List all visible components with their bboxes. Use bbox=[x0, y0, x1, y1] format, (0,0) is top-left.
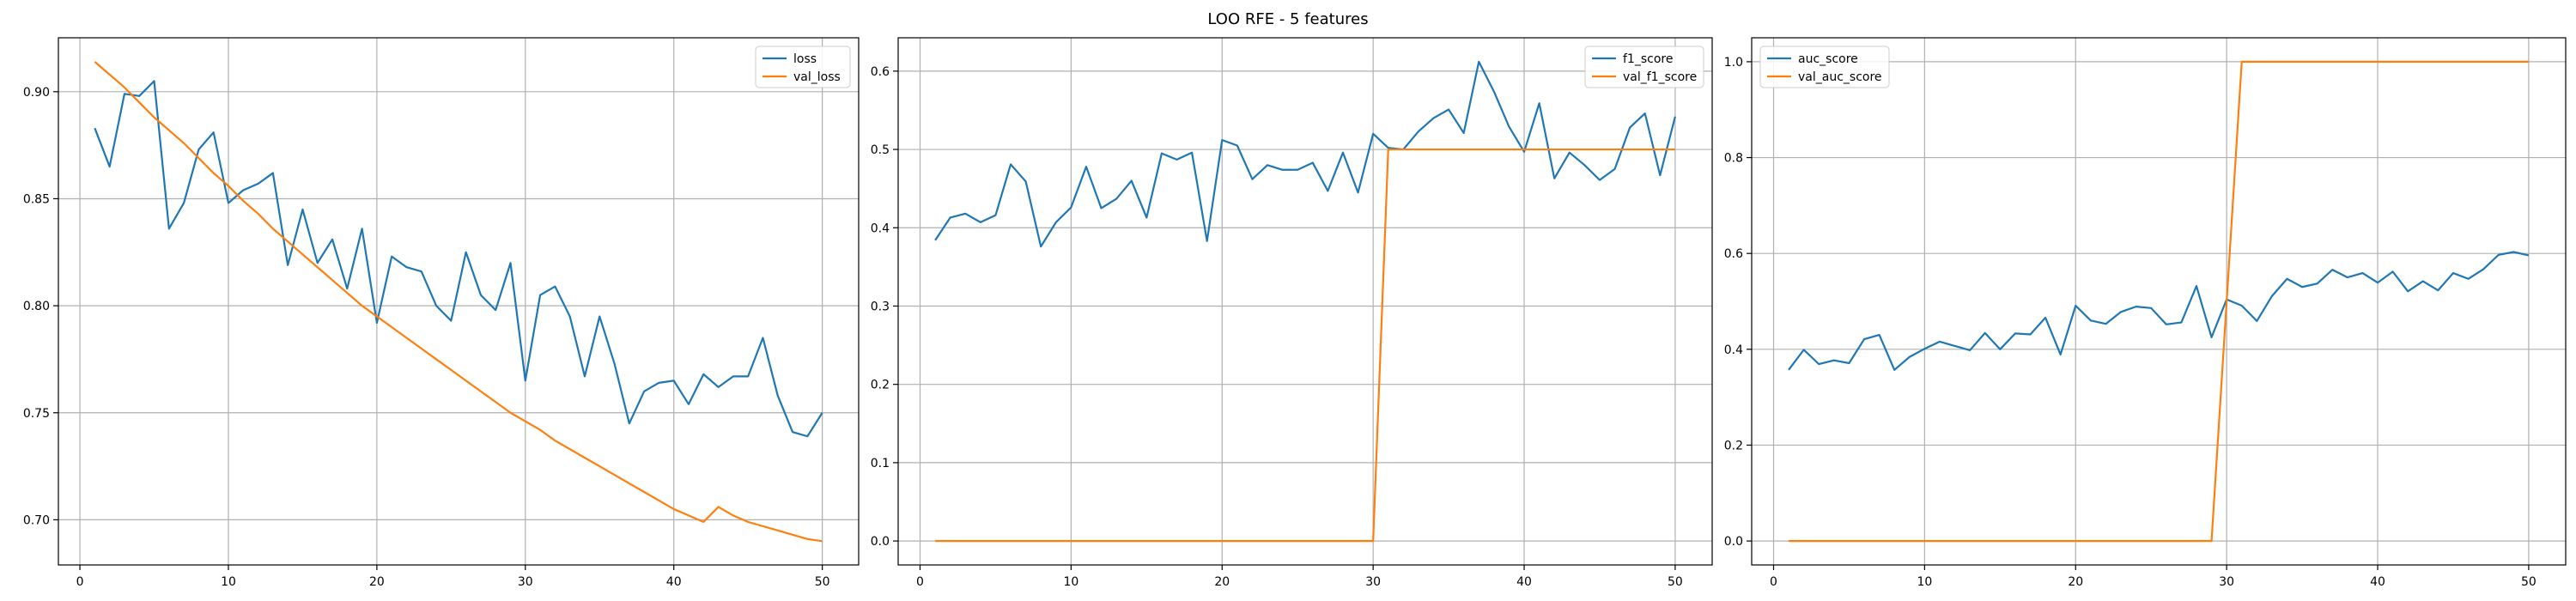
legend: loss val_loss bbox=[755, 46, 851, 88]
x-tick-label: 20 bbox=[2068, 575, 2083, 589]
x-tick-label: 40 bbox=[2370, 575, 2385, 589]
y-tick-label: 0.4 bbox=[871, 222, 890, 235]
series-line-loss bbox=[94, 80, 823, 438]
x-tick-label: 20 bbox=[369, 575, 385, 589]
y-tick-label: 1.0 bbox=[1724, 56, 1743, 70]
x-tick-label: 20 bbox=[1214, 575, 1230, 589]
y-tick-label: 0.4 bbox=[1724, 343, 1743, 357]
y-tick-label: 0.75 bbox=[23, 407, 50, 421]
legend-label: auc_score bbox=[1798, 52, 1858, 66]
x-tick-label: 0 bbox=[76, 575, 84, 589]
chart-2: 0 10 20 30 40 50 0.0 0.1 0.2 0.3 0.4 0.5 0.6 f1_score… bbox=[871, 37, 1713, 589]
legend-label: loss bbox=[793, 52, 817, 66]
legend-label: val_loss bbox=[793, 70, 841, 84]
x-tick-label: 10 bbox=[1917, 575, 1932, 589]
series-line-auc-score bbox=[1788, 251, 2530, 371]
legend-box bbox=[1759, 46, 1890, 88]
y-tick-label: 0.2 bbox=[871, 379, 890, 392]
y-tick-label: 0.2 bbox=[1724, 439, 1743, 452]
x-tick-label: 30 bbox=[2219, 575, 2234, 589]
series-line-f1-score bbox=[934, 60, 1676, 248]
legend-label: val_auc_score bbox=[1798, 70, 1882, 84]
series-line-val-f1-score bbox=[935, 148, 1675, 543]
chart-3: 0 10 20 30 40 50 0.0 0.2 0.4 0.6 0.8 1.0 auc_scoreva… bbox=[1724, 37, 2567, 589]
x-tick-label: 30 bbox=[1365, 575, 1381, 589]
y-tick-label: 0.6 bbox=[871, 65, 890, 79]
series-line-val-loss bbox=[94, 61, 823, 543]
y-tick-label: 0.70 bbox=[23, 513, 50, 527]
plot-frame bbox=[58, 37, 860, 566]
x-tick-label: 0 bbox=[916, 575, 924, 589]
x-tick-label: 50 bbox=[1668, 575, 1683, 589]
x-tick-label: 40 bbox=[666, 575, 682, 589]
y-tick-label: 0.6 bbox=[1724, 247, 1743, 261]
y-tick-label: 0.3 bbox=[871, 300, 890, 313]
subplots: 0 10 20 30 40 500.700.750.800.850.90lossval_l… bbox=[23, 37, 2567, 589]
legend: f1_score val_f1_score bbox=[1584, 46, 1704, 88]
x-tick-label: 30 bbox=[518, 575, 533, 589]
y-tick-label: 0.1 bbox=[871, 457, 890, 470]
chart-1: 0 10 20 30 40 50 0.70 0.75 0.80 0.85 0.90 loss val_l… bbox=[23, 37, 860, 589]
x-tick-label: 0 bbox=[1770, 575, 1777, 589]
plot-frame bbox=[1751, 37, 2567, 566]
x-tick-label: 50 bbox=[2521, 575, 2537, 589]
y-tick-label: 0.90 bbox=[23, 86, 50, 100]
y-tick-label: 0.80 bbox=[23, 300, 50, 313]
plot-frame bbox=[897, 37, 1713, 566]
x-tick-label: 10 bbox=[221, 575, 236, 589]
x-tick-label: 50 bbox=[815, 575, 830, 589]
y-tick-label: 0.8 bbox=[1724, 152, 1743, 166]
y-tick-label: 0.0 bbox=[1724, 535, 1743, 549]
x-tick-label: 10 bbox=[1063, 575, 1078, 589]
y-tick-label: 0.0 bbox=[871, 535, 890, 549]
legend-label: val_f1_score bbox=[1623, 70, 1697, 84]
series-line-val-auc-score bbox=[1789, 60, 2529, 543]
y-tick-label: 0.5 bbox=[871, 143, 890, 157]
y-tick-label: 0.85 bbox=[23, 192, 50, 206]
legend: auc_score val_auc_score bbox=[1759, 46, 1890, 88]
figure-title: LOO RFE - 5 features bbox=[1207, 10, 1368, 28]
legend-label: f1_score bbox=[1623, 52, 1673, 66]
x-tick-label: 40 bbox=[1516, 575, 1532, 589]
